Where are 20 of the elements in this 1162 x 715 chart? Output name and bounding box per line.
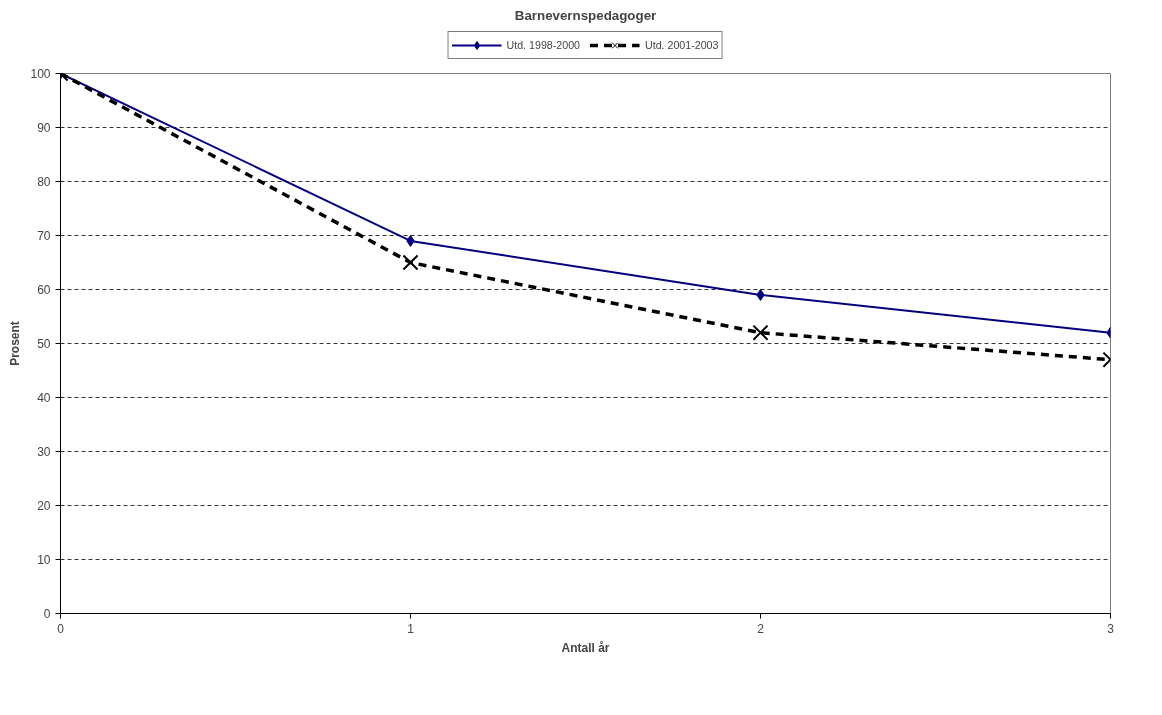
- x-tick-label: 0: [57, 621, 65, 636]
- chart-title: Barnevernspedagoger: [514, 7, 657, 23]
- y-tick-label: 70: [37, 229, 51, 243]
- y-tick-label: 10: [37, 553, 51, 567]
- y-tick-label: 100: [30, 67, 51, 81]
- y-tick-label: 30: [37, 445, 51, 459]
- x-tick-label: 1: [407, 621, 415, 636]
- y-axis-title: Prosent: [8, 321, 23, 366]
- y-tick-label: 50: [37, 337, 51, 351]
- y-tick-label: 90: [37, 121, 51, 135]
- x-tick-label: 2: [757, 621, 765, 636]
- y-tick-label: 40: [37, 391, 51, 405]
- y-tick-label: 80: [37, 175, 51, 189]
- legend-label: Utd. 1998-2000: [506, 39, 580, 51]
- x-axis-title: Antall år: [561, 640, 610, 655]
- y-tick-label: 60: [37, 283, 51, 297]
- x-tick-label: 3: [1107, 621, 1115, 636]
- y-tick-label: 20: [37, 499, 51, 513]
- y-tick-label: 0: [43, 607, 51, 621]
- legend-label: Utd. 2001-2003: [645, 39, 719, 51]
